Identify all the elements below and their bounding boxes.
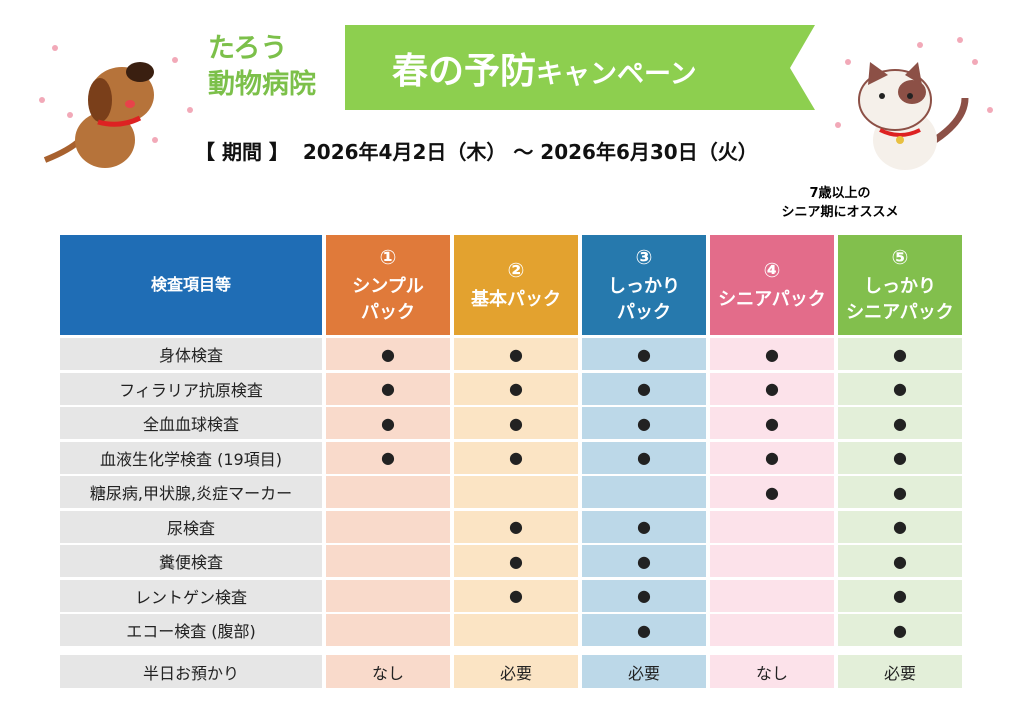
table-cell: ● <box>838 441 962 474</box>
table-cell: ● <box>454 441 578 474</box>
table-cell: ● <box>582 372 706 405</box>
title: 春の予防キャンペーン <box>392 42 697 94</box>
header-cell: 検査項目等 <box>60 235 322 335</box>
table-cell: 必要 <box>582 655 706 688</box>
cat-illustration <box>858 62 969 170</box>
row-label: 半日お預かり <box>60 655 322 688</box>
table-cell <box>710 545 834 577</box>
column-number: ⑤ <box>891 245 909 269</box>
title-banner <box>345 25 815 110</box>
table-cell <box>454 476 578 508</box>
senior-note: 7歳以上の シニア期にオススメ <box>740 184 940 222</box>
column-name: しっかり <box>864 276 936 297</box>
table-cell: ● <box>582 545 706 577</box>
table-cell <box>710 614 834 646</box>
table-cell <box>582 476 706 508</box>
column-name: シニアパック <box>846 302 954 323</box>
table-cell: ● <box>582 614 706 646</box>
table-cell: ● <box>326 372 450 405</box>
column-name: シニアパック <box>718 289 826 310</box>
table-cell: ● <box>838 372 962 405</box>
title-main: 春の予防 <box>392 51 537 92</box>
table-cell: ● <box>454 545 578 577</box>
table-cell <box>326 614 450 646</box>
table-cell: ● <box>838 579 962 612</box>
column-name: シンプル <box>352 276 424 297</box>
period-dates: 2026年4月2日（木） ～ 2026年6月30日（火） <box>302 140 758 164</box>
column-number: ④ <box>763 258 781 282</box>
table-cell: ● <box>454 338 578 370</box>
table-cell: 必要 <box>454 655 578 688</box>
table-cell: なし <box>710 655 834 688</box>
table-cell: ● <box>838 476 962 508</box>
column-name: しっかり <box>608 276 680 297</box>
table-cell: ● <box>454 407 578 439</box>
period-label: 【 期間 】 <box>195 140 289 164</box>
table-cell: ● <box>326 441 450 474</box>
table-cell <box>710 579 834 612</box>
table-cell: ● <box>838 545 962 577</box>
note-line: シニア期にオススメ <box>781 205 899 220</box>
row-label: 糖尿病,甲状腺,炎症マーカー <box>60 476 322 508</box>
clinic-name: たろう <box>208 33 288 64</box>
table-cell: ● <box>838 407 962 439</box>
column-header: ② 基本パック <box>454 235 578 335</box>
table-cell: ● <box>582 338 706 370</box>
column-number: ② <box>507 258 525 282</box>
table-cell: ● <box>582 407 706 439</box>
table-cell: ● <box>454 372 578 405</box>
row-label: 全血血球検査 <box>60 407 322 439</box>
table-cell: ● <box>454 579 578 612</box>
row-label: 血液生化学検査 (19項目) <box>60 441 322 474</box>
table-cell: ● <box>838 338 962 370</box>
table-cell <box>326 579 450 612</box>
row-label: 身体検査 <box>60 338 322 370</box>
period: 【 期間 】 2026年4月2日（木） ～ 2026年6月30日（火） <box>195 136 758 165</box>
table-cell: ● <box>582 441 706 474</box>
table-cell: ● <box>454 510 578 543</box>
column-header: ⑤ しっかりシニアパック <box>838 235 962 335</box>
column-header: ④ シニアパック <box>710 235 834 335</box>
table-cell: ● <box>838 614 962 646</box>
column-name: 基本パック <box>471 289 561 310</box>
note-line: 7歳以上の <box>809 186 871 201</box>
table-cell: 必要 <box>838 655 962 688</box>
column-number: ③ <box>635 245 653 269</box>
table-cell: ● <box>582 510 706 543</box>
column-name: パック <box>617 302 671 323</box>
row-label: エコー検査 (腹部) <box>60 614 322 646</box>
table-cell <box>326 545 450 577</box>
table-cell <box>710 510 834 543</box>
table-cell: ● <box>710 372 834 405</box>
row-label: フィラリア抗原検査 <box>60 372 322 405</box>
table-cell: ● <box>710 441 834 474</box>
table-cell: ● <box>326 338 450 370</box>
dog-illustration <box>43 62 154 168</box>
table-cell: なし <box>326 655 450 688</box>
column-number: ① <box>379 245 397 269</box>
table-cell: ● <box>710 476 834 508</box>
table-cell: ● <box>326 407 450 439</box>
row-label: レントゲン検査 <box>60 579 322 612</box>
table-cell: ● <box>710 407 834 439</box>
column-name: パック <box>361 302 415 323</box>
table-cell: ● <box>838 510 962 543</box>
table-cell: ● <box>710 338 834 370</box>
table-cell <box>326 510 450 543</box>
table-cell <box>326 476 450 508</box>
column-header: ③ しっかりパック <box>582 235 706 335</box>
title-suffix: キャンペーン <box>536 59 697 90</box>
petals <box>39 37 993 143</box>
row-label: 糞便検査 <box>60 545 322 577</box>
table-cell <box>454 614 578 646</box>
column-header: ① シンプルパック <box>326 235 450 335</box>
clinic-name: 動物病院 <box>208 69 316 100</box>
row-label: 尿検査 <box>60 510 322 543</box>
corner-label: 検査項目等 <box>150 275 231 294</box>
table-cell: ● <box>582 579 706 612</box>
